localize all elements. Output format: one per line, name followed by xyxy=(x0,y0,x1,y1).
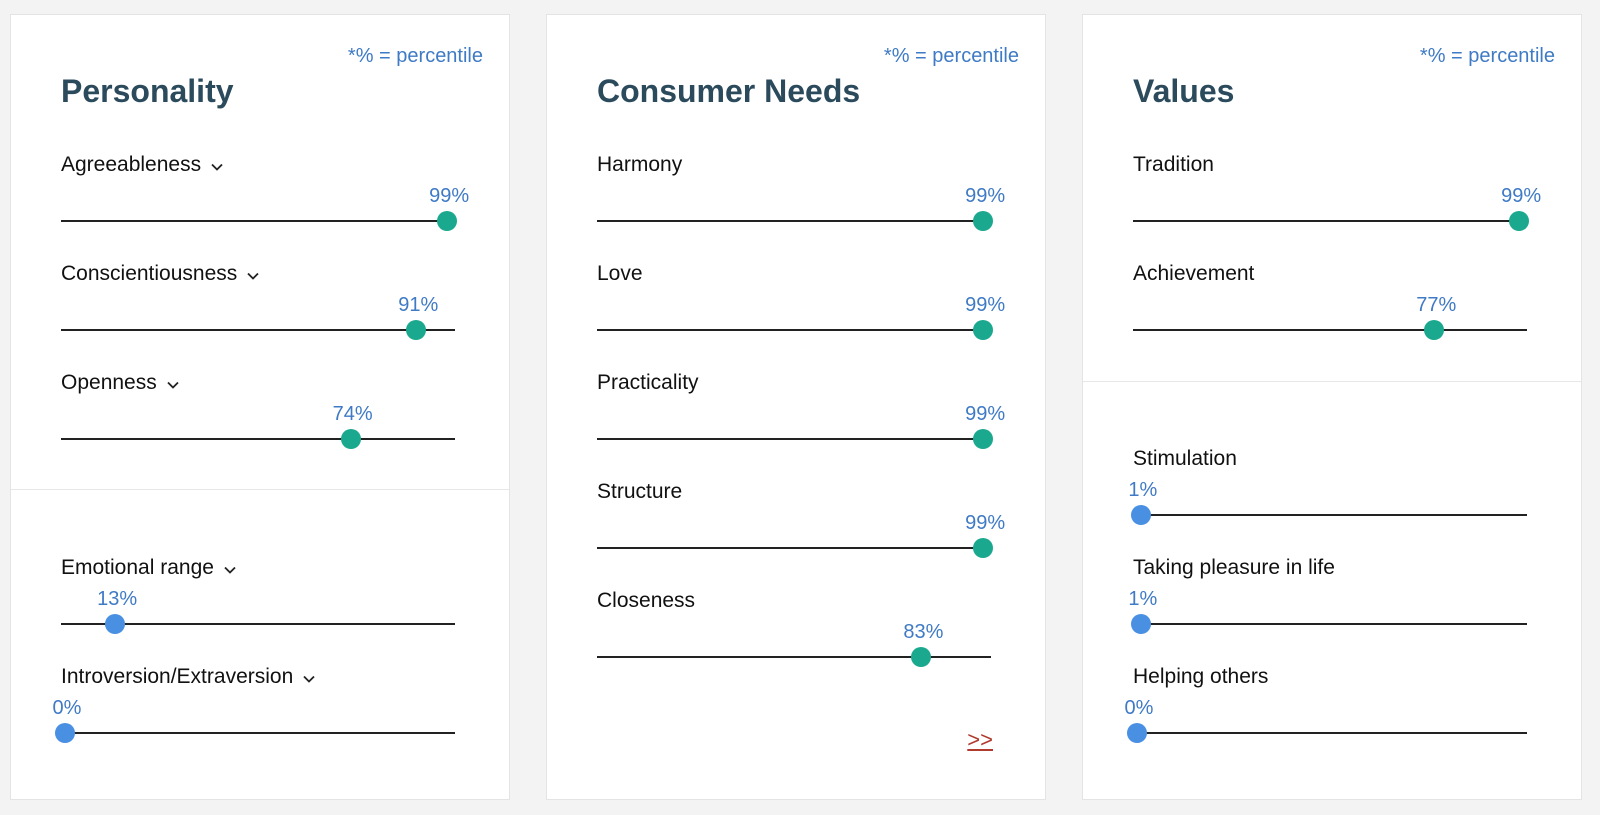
trait-label-emotional-range[interactable]: Emotional range xyxy=(61,556,238,580)
slider-knob-practicality[interactable] xyxy=(973,429,994,449)
chevron-down-icon[interactable] xyxy=(301,669,317,685)
slider-knob-love[interactable] xyxy=(973,320,994,340)
slider-track-helping-others xyxy=(1133,732,1527,734)
percentile-value-taking-pleasure-in-life: 1% xyxy=(1128,588,1158,610)
trait-label-stimulation: Stimulation xyxy=(1133,447,1237,471)
trait-label-closeness: Closeness xyxy=(597,589,695,613)
percentile-value-helping-others: 0% xyxy=(1124,697,1154,719)
slider-knob-tradition[interactable] xyxy=(1509,211,1530,231)
trait-label-text: Love xyxy=(597,262,643,285)
slider-knob-conscientiousness[interactable] xyxy=(406,320,427,340)
slider-knob-openness[interactable] xyxy=(340,429,361,449)
slider-track-structure xyxy=(597,547,991,549)
slider-knob-introversion-extraversion[interactable] xyxy=(55,723,75,743)
trait-label-introversion-extraversion[interactable]: Introversion/Extraversion xyxy=(61,665,317,689)
slider-track-emotional-range xyxy=(61,623,455,625)
slider-track-harmony xyxy=(597,220,991,222)
slider-track-tradition xyxy=(1133,220,1527,222)
trait-label-text: Conscientiousness xyxy=(61,262,238,285)
card-title: Values xyxy=(1133,73,1235,109)
trait-label-text: Structure xyxy=(597,480,683,503)
percentile-value-practicality: 99% xyxy=(965,403,1006,425)
slider-track-conscientiousness xyxy=(61,329,455,331)
trait-label-text: Tradition xyxy=(1133,153,1214,176)
percentile-value-conscientiousness: 91% xyxy=(398,294,439,316)
trait-label-love: Love xyxy=(597,262,643,286)
more-link[interactable]: >> xyxy=(967,727,993,752)
percentile-note: *% = percentile xyxy=(347,45,483,67)
slider-knob-harmony[interactable] xyxy=(973,211,994,231)
trait-label-harmony: Harmony xyxy=(597,153,682,177)
slider-track-closeness xyxy=(597,656,991,658)
percentile-value-structure: 99% xyxy=(965,512,1006,534)
chevron-down-icon[interactable] xyxy=(209,157,225,173)
chevron-down-icon[interactable] xyxy=(222,560,238,576)
consumer-needs-card: *% = percentile Consumer Needs >> Harmon… xyxy=(546,14,1046,800)
slider-knob-agreeableness[interactable] xyxy=(437,211,458,231)
trait-label-text: Introversion/Extraversion xyxy=(61,665,294,688)
trait-label-text: Helping others xyxy=(1133,665,1269,688)
slider-knob-helping-others[interactable] xyxy=(1127,723,1147,743)
trait-label-helping-others: Helping others xyxy=(1133,665,1268,689)
trait-label-text: Stimulation xyxy=(1133,447,1237,470)
trait-label-text: Practicality xyxy=(597,371,699,394)
percentile-value-stimulation: 1% xyxy=(1128,479,1158,501)
slider-track-introversion-extraversion xyxy=(61,732,455,734)
values-card: *% = percentile Values Tradition 99% Achie… xyxy=(1082,14,1582,800)
slider-knob-closeness[interactable] xyxy=(911,647,932,667)
trait-label-agreeableness[interactable]: Agreeableness xyxy=(61,153,225,177)
trait-label-text: Agreeableness xyxy=(61,153,202,176)
percentile-note: *% = percentile xyxy=(883,45,1019,67)
trait-label-openness[interactable]: Openness xyxy=(61,371,181,395)
trait-label-text: Emotional range xyxy=(61,556,214,579)
slider-track-stimulation xyxy=(1133,514,1527,516)
chevron-down-icon[interactable] xyxy=(245,266,261,282)
slider-knob-taking-pleasure-in-life[interactable] xyxy=(1130,614,1151,634)
percentile-value-introversion-extraversion: 0% xyxy=(52,697,82,719)
chevron-down-icon[interactable] xyxy=(165,375,181,391)
slider-knob-achievement[interactable] xyxy=(1424,320,1445,340)
slider-track-openness xyxy=(61,438,455,440)
slider-knob-stimulation[interactable] xyxy=(1130,505,1151,525)
trait-label-taking-pleasure-in-life: Taking pleasure in life xyxy=(1133,556,1335,580)
trait-label-text: Closeness xyxy=(597,589,696,612)
card-title: Personality xyxy=(61,73,234,109)
trait-label-practicality: Practicality xyxy=(597,371,699,395)
trait-label-text: Openness xyxy=(61,371,157,394)
personality-card: *% = percentile Personality Agreeablenes… xyxy=(10,14,510,800)
percentile-value-love: 99% xyxy=(965,294,1006,316)
slider-knob-structure[interactable] xyxy=(973,538,994,558)
slider-track-achievement xyxy=(1133,329,1527,331)
percentile-value-closeness: 83% xyxy=(903,621,944,643)
slider-track-taking-pleasure-in-life xyxy=(1133,623,1527,625)
percentile-value-tradition: 99% xyxy=(1501,185,1542,207)
slider-track-love xyxy=(597,329,991,331)
trait-label-conscientiousness[interactable]: Conscientiousness xyxy=(61,262,261,286)
percentile-value-emotional-range: 13% xyxy=(97,588,138,610)
slider-track-agreeableness xyxy=(61,220,455,222)
trait-label-tradition: Tradition xyxy=(1133,153,1214,177)
trait-label-text: Harmony xyxy=(597,153,683,176)
percentile-value-harmony: 99% xyxy=(965,185,1006,207)
slider-knob-emotional-range[interactable] xyxy=(105,614,126,634)
percentile-note: *% = percentile xyxy=(1419,45,1555,67)
trait-label-text: Taking pleasure in life xyxy=(1133,556,1335,579)
percentile-value-achievement: 77% xyxy=(1416,294,1457,316)
slider-track-practicality xyxy=(597,438,991,440)
card-title: Consumer Needs xyxy=(597,73,861,109)
trait-label-achievement: Achievement xyxy=(1133,262,1254,286)
section-divider xyxy=(1083,381,1581,382)
trait-label-text: Achievement xyxy=(1133,262,1255,285)
percentile-value-agreeableness: 99% xyxy=(429,185,470,207)
trait-label-structure: Structure xyxy=(597,480,682,504)
percentile-value-openness: 74% xyxy=(332,403,373,425)
section-divider xyxy=(11,489,509,490)
